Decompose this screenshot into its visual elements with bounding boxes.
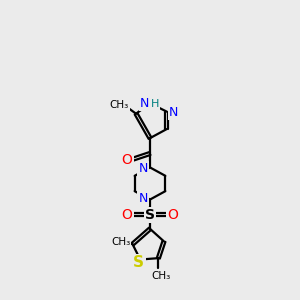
Text: O: O xyxy=(122,208,132,222)
Text: H: H xyxy=(151,99,159,109)
Text: CH₃: CH₃ xyxy=(111,237,130,247)
Text: N: N xyxy=(138,162,148,175)
Text: N: N xyxy=(140,98,149,110)
Text: CH₃: CH₃ xyxy=(152,271,171,281)
Text: N: N xyxy=(169,106,178,119)
Text: CH₃: CH₃ xyxy=(110,100,129,110)
Text: S: S xyxy=(145,208,155,222)
Text: O: O xyxy=(168,208,178,222)
Text: S: S xyxy=(133,255,144,270)
Text: O: O xyxy=(122,153,132,167)
Text: N: N xyxy=(138,192,148,205)
